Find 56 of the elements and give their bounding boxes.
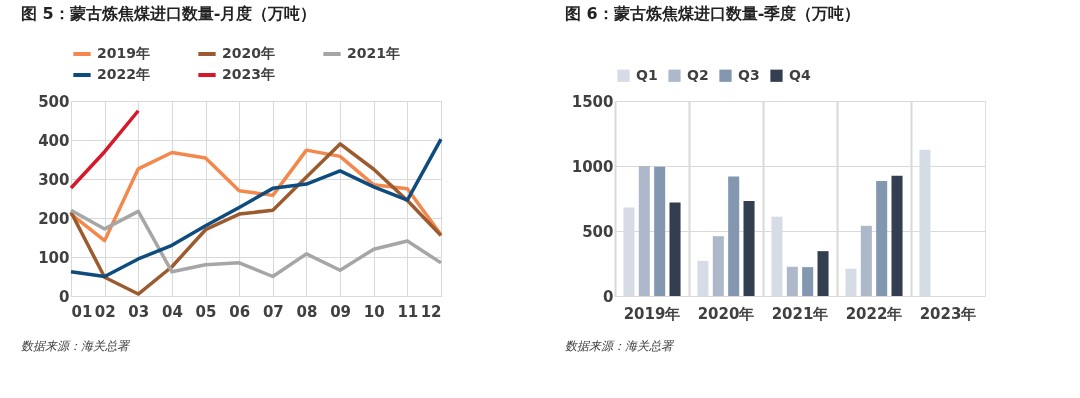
legend-label: 2023年 [222, 66, 275, 82]
legend-label: Q1 [636, 66, 658, 83]
x-tick-label: 02 [94, 302, 116, 321]
y-tick-label: 500 [582, 222, 614, 241]
bar [712, 236, 724, 296]
source-note: 数据来源：海关总署 [21, 339, 131, 353]
x-tick-label: 01 [71, 302, 93, 321]
x-tick-label: 2019年 [623, 304, 681, 323]
x-tick-label: 11 [397, 302, 419, 321]
legend-label: 2020年 [222, 45, 275, 61]
y-tick-label: 1000 [571, 157, 614, 176]
legend-label: 2022年 [97, 66, 150, 82]
bar [860, 225, 872, 296]
y-tick-label: 100 [38, 248, 70, 267]
x-tick-label: 07 [262, 302, 284, 321]
bar [876, 180, 888, 296]
x-tick-label: 2022年 [845, 304, 903, 323]
y-tick-label: 500 [38, 92, 70, 111]
legend-label: Q4 [789, 66, 811, 83]
y-tick-label: 400 [38, 131, 70, 150]
x-tick-label: 2021年 [771, 304, 829, 323]
x-tick-label: 06 [229, 302, 251, 321]
bar [654, 166, 666, 296]
bar [743, 201, 755, 296]
y-tick-label: 0 [59, 287, 70, 306]
line-series [69, 208, 443, 279]
y-tick-label: 1500 [571, 92, 614, 111]
legend-label: 2019年 [97, 45, 150, 61]
x-tick-label: 2020年 [697, 304, 755, 323]
bar [786, 266, 798, 296]
x-tick-label: 08 [296, 302, 318, 321]
x-tick-label: 03 [128, 302, 150, 321]
legend-label: Q2 [687, 66, 709, 83]
line-series [69, 148, 443, 243]
x-tick-label: 12 [420, 302, 442, 321]
y-tick-label: 300 [38, 170, 70, 189]
x-tick-label: 2023年 [919, 304, 977, 323]
bar [669, 202, 681, 296]
chart-title: 图 5：蒙古炼焦煤进口数量-月度（万吨） [21, 4, 317, 23]
y-tick-label: 0 [603, 287, 614, 306]
legend-label: Q3 [738, 66, 760, 83]
y-tick-label: 200 [38, 209, 70, 228]
bar [802, 267, 814, 296]
x-tick-label: 04 [161, 302, 183, 321]
bar [728, 176, 740, 296]
bar [817, 251, 829, 296]
chart-title: 图 6：蒙古炼焦煤进口数量-季度（万吨） [565, 4, 861, 23]
legend-label: 2021年 [347, 45, 400, 61]
bar [845, 268, 857, 296]
source-note: 数据来源：海关总署 [565, 339, 675, 353]
bar [697, 260, 709, 296]
x-tick-label: 10 [363, 302, 385, 321]
x-tick-label: 09 [330, 302, 352, 321]
x-tick-label: 05 [195, 302, 217, 321]
bar [891, 175, 903, 296]
bar [638, 166, 650, 296]
